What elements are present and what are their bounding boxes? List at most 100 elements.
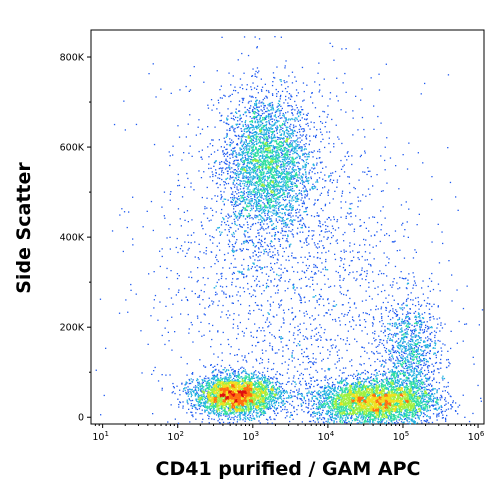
data-point	[275, 200, 277, 202]
data-point	[254, 222, 257, 225]
data-point	[271, 138, 273, 140]
data-point	[288, 172, 290, 175]
data-point	[245, 143, 247, 146]
data-point	[194, 389, 196, 391]
data-point	[229, 411, 232, 413]
data-point	[292, 234, 294, 236]
data-point	[283, 178, 285, 180]
data-point	[282, 216, 284, 219]
data-point	[280, 148, 282, 150]
data-point	[307, 162, 309, 165]
data-point	[259, 214, 262, 217]
data-point	[178, 403, 180, 406]
data-point	[230, 187, 232, 189]
data-point	[260, 381, 262, 383]
data-point	[232, 127, 234, 129]
data-point	[302, 128, 304, 130]
data-point	[275, 179, 277, 181]
data-point	[239, 163, 241, 165]
data-point	[246, 171, 248, 173]
data-point	[243, 190, 245, 192]
data-point	[233, 163, 235, 165]
data-point	[263, 112, 265, 114]
data-point	[316, 157, 318, 160]
data-point	[236, 156, 238, 158]
data-point	[232, 152, 234, 154]
data-point	[265, 209, 267, 211]
data-point	[272, 107, 274, 109]
data-point	[256, 122, 259, 124]
data-point	[301, 135, 303, 137]
data-point	[302, 166, 305, 168]
data-point	[286, 165, 288, 167]
data-point	[312, 163, 315, 165]
data-point	[278, 180, 280, 182]
data-point	[280, 216, 282, 219]
data-point	[316, 180, 318, 182]
data-point	[259, 223, 261, 226]
data-point	[202, 418, 204, 420]
data-point	[244, 230, 246, 232]
data-point	[293, 190, 295, 192]
data-point	[262, 189, 264, 191]
data-point	[313, 150, 315, 152]
data-point	[250, 372, 252, 374]
data-point	[248, 166, 250, 168]
data-point	[279, 175, 282, 178]
data-point	[286, 141, 288, 143]
data-point	[278, 397, 280, 399]
data-point	[302, 109, 304, 111]
data-point	[245, 170, 247, 172]
data-point	[261, 110, 264, 112]
data-point	[277, 164, 279, 167]
data-point	[311, 92, 313, 94]
data-point	[267, 191, 269, 193]
data-point	[287, 192, 289, 194]
data-point	[243, 168, 245, 170]
data-point	[254, 121, 256, 124]
data-point	[276, 213, 278, 215]
data-point	[227, 243, 230, 245]
data-point	[215, 379, 217, 381]
data-point	[229, 390, 232, 392]
data-point	[273, 177, 275, 179]
data-point	[305, 114, 308, 116]
data-point	[277, 216, 279, 218]
data-point	[261, 122, 264, 124]
data-point	[263, 229, 265, 231]
data-point	[249, 173, 251, 176]
data-point	[258, 171, 261, 173]
data-point	[212, 409, 214, 411]
data-point	[272, 399, 274, 401]
data-point	[223, 377, 225, 379]
data-point	[237, 116, 239, 119]
data-point	[191, 380, 193, 383]
data-point	[261, 181, 263, 183]
data-point	[316, 188, 318, 191]
data-point	[289, 214, 291, 216]
data-point	[187, 390, 189, 392]
data-point	[268, 127, 270, 129]
data-point	[223, 198, 225, 200]
data-point	[264, 117, 267, 120]
data-point	[235, 250, 237, 252]
data-point	[255, 173, 257, 175]
data-point	[290, 162, 292, 164]
data-point	[275, 414, 277, 417]
data-point	[303, 90, 305, 93]
data-point	[281, 163, 283, 165]
data-point	[280, 94, 282, 97]
data-point	[226, 122, 228, 124]
data-point	[296, 174, 298, 176]
data-point	[250, 152, 252, 154]
data-point	[267, 210, 269, 212]
data-point	[278, 155, 280, 157]
data-point	[260, 174, 262, 176]
data-point	[249, 181, 251, 183]
data-point	[247, 145, 249, 147]
data-point	[274, 210, 276, 212]
data-point	[293, 158, 295, 161]
data-point	[240, 250, 242, 252]
data-point	[264, 164, 266, 166]
data-point	[232, 231, 235, 234]
